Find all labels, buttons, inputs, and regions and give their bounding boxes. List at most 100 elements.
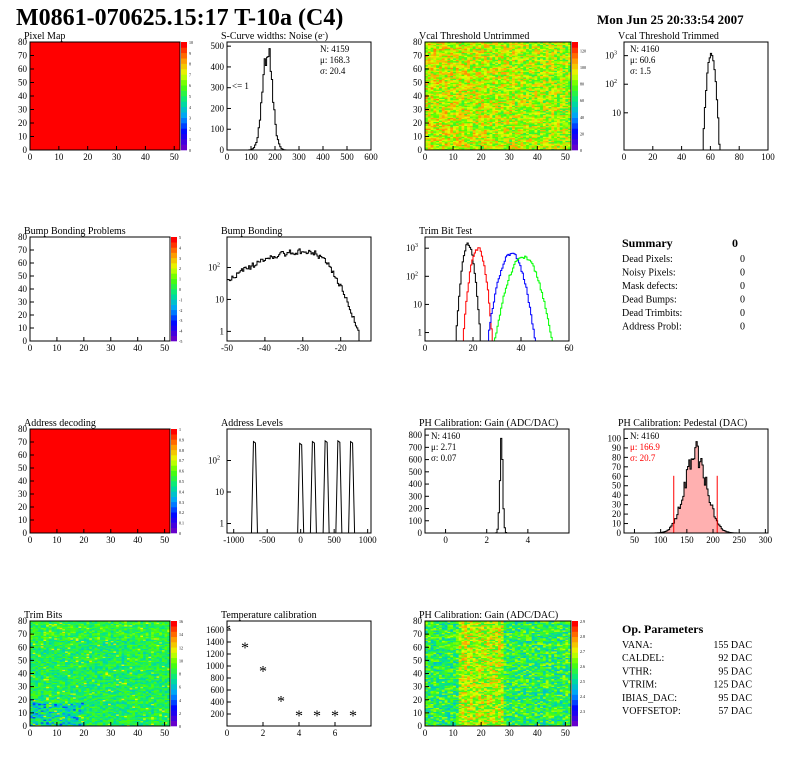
op-param-label: IBIAS_DAC:: [622, 693, 677, 704]
color-scale-step: [171, 325, 177, 331]
x-tick-label: 60: [706, 152, 716, 162]
y-tick-label: 40: [18, 284, 28, 294]
summary-title: Summary: [622, 236, 673, 250]
y-tick-exponent: 3: [614, 51, 617, 57]
color-scale-step: [171, 242, 177, 248]
color-scale-step: [572, 118, 578, 124]
color-scale-label: 5: [189, 94, 191, 99]
y-tick-label: 10: [413, 132, 423, 142]
x-tick-label: 0: [622, 152, 627, 162]
color-scale-step: [572, 134, 578, 140]
op-param-label: VTHR:: [622, 666, 652, 677]
x-tick-label: 100: [244, 152, 258, 162]
op-param-value: 57 DAC: [718, 706, 752, 717]
y-tick-label: 400: [409, 479, 423, 489]
y-tick-label: 400: [211, 62, 225, 72]
chart-address-decoding: Address decoding00.10.20.30.40.50.60.70.…: [18, 418, 184, 545]
plot-area: [227, 249, 371, 341]
color-scale-step: [171, 439, 177, 445]
stats-line: σ: 20.7: [630, 453, 656, 463]
address-level-spike: [349, 442, 355, 533]
stats-line: μ: 60.6: [630, 55, 656, 65]
color-scale-step: [572, 80, 578, 86]
chart-title-bump-problems: Bump Bonding Problems: [24, 226, 126, 237]
color-scale-label: 0: [580, 148, 582, 153]
plot-frame: [30, 237, 170, 341]
color-scale-step: [171, 507, 177, 513]
color-scale-step: [572, 64, 578, 70]
chart-title-bump-bonding: Bump Bonding: [221, 226, 282, 237]
annotation: <= 1: [232, 81, 249, 91]
y-tick-exponent: 2: [614, 79, 617, 85]
color-scale-label: 1: [189, 137, 191, 142]
color-scale-step: [181, 101, 187, 107]
stats-line: N: 4160: [431, 431, 461, 441]
address-level-spike: [336, 441, 342, 533]
stats-line: μ: 2.71: [431, 442, 456, 452]
summary-label: Noisy Pixels:: [622, 268, 676, 279]
stats-line: N: 4160: [630, 44, 660, 54]
color-scale-step: [181, 74, 187, 80]
color-scale-step: [171, 294, 177, 300]
color-scale-label: 0.9: [179, 437, 184, 442]
op-param-label: VOFFSETOP:: [622, 706, 681, 717]
summary-label: Address Probl:: [622, 322, 682, 333]
y-tick-label: 20: [413, 118, 423, 128]
color-scale-step: [171, 237, 177, 243]
color-scale-label: 0.3: [179, 500, 184, 505]
x-tick-label: 0: [423, 152, 428, 162]
y-tick-label: 70: [612, 462, 622, 472]
color-scale-step: [171, 476, 177, 482]
x-tick-label: 1000: [359, 535, 378, 545]
y-tick-label: 0: [220, 145, 225, 155]
color-scale-step: [171, 263, 177, 269]
y-tick-label: 40: [413, 91, 423, 101]
op-param-value: 125 DAC: [713, 680, 752, 691]
y-tick-label: 80: [413, 37, 423, 47]
x-tick-label: 50: [160, 535, 170, 545]
color-scale-step: [181, 112, 187, 118]
op-params-title: Op. Parameters: [622, 622, 704, 636]
color-scale-label: -1: [179, 297, 182, 302]
color-scale-step: [171, 512, 177, 518]
y-tick-label: 60: [18, 64, 28, 74]
color-scale-step: [171, 445, 177, 451]
y-tick-label: 80: [18, 232, 28, 242]
y-tick-label: 0: [23, 528, 28, 538]
x-tick-label: 60: [565, 343, 575, 353]
y-tick-label: 500: [211, 41, 225, 51]
color-scale-step: [572, 96, 578, 102]
color-scale-step: [181, 96, 187, 102]
color-scale-step: [572, 139, 578, 145]
color-scale-label: 4: [189, 105, 191, 110]
color-scale-step: [171, 284, 177, 290]
x-tick-label: 20: [477, 152, 487, 162]
color-scale-step: [171, 299, 177, 305]
color-scale-label: 8: [189, 62, 191, 67]
color-scale-label: 0.5: [179, 479, 184, 484]
chart-title-pixel-map: Pixel Map: [24, 31, 65, 42]
y-tick-label: 20: [612, 509, 622, 519]
color-scale-label: 20: [580, 131, 584, 136]
color-scale-step: [181, 107, 187, 113]
color-scale-step: [181, 47, 187, 53]
plot-area: [30, 42, 180, 150]
stats-line: μ: 168.3: [320, 55, 350, 65]
color-scale-step: [171, 528, 177, 534]
x-tick-label: 30: [106, 535, 116, 545]
y-tick-label: 80: [612, 452, 622, 462]
y-tick-label: 102: [605, 79, 617, 89]
y-tick-label: 70: [18, 51, 28, 61]
y-tick-label: 0: [23, 336, 28, 346]
x-tick-label: 50: [170, 152, 180, 162]
color-scale-step: [181, 128, 187, 134]
x-tick-label: 0: [443, 535, 448, 545]
x-tick-label: 20: [469, 343, 479, 353]
title-suffix: ): [325, 31, 328, 42]
y-tick-label: 30: [18, 297, 28, 307]
color-scale-step: [171, 517, 177, 523]
